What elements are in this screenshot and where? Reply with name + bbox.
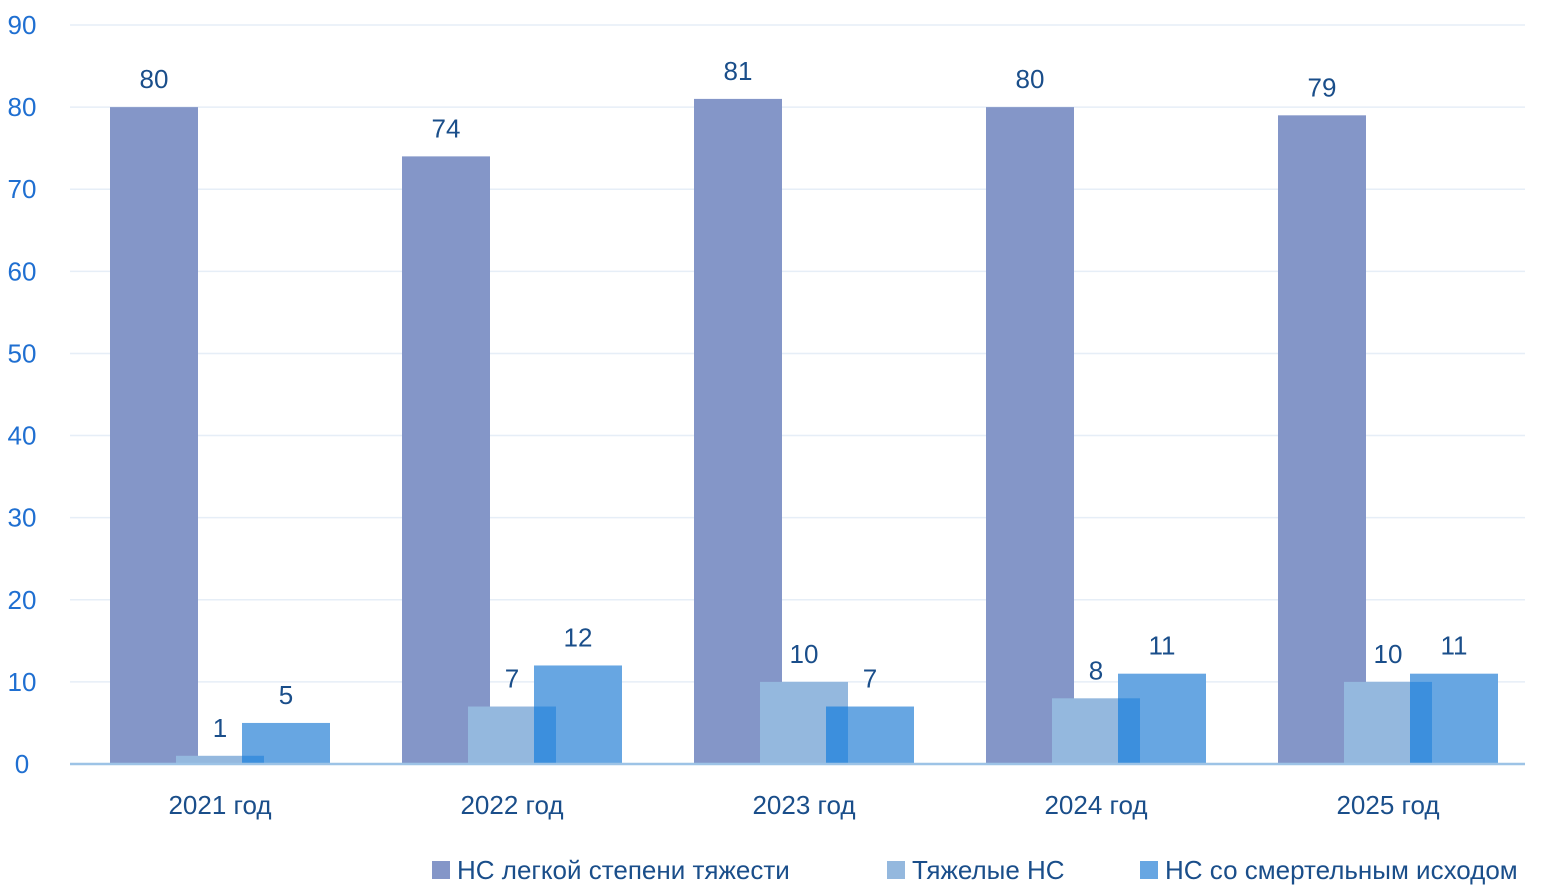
x-category-label: 2023 год xyxy=(752,790,855,820)
legend-label: Тяжелые НС xyxy=(912,855,1065,885)
data-label: 79 xyxy=(1308,72,1337,102)
x-category-label: 2022 год xyxy=(460,790,563,820)
y-tick-label: 30 xyxy=(8,503,37,533)
y-tick-label: 50 xyxy=(8,338,37,368)
x-category-label: 2024 год xyxy=(1044,790,1147,820)
data-label: 11 xyxy=(1149,631,1176,661)
bar-1 xyxy=(694,98,782,764)
legend-label: НС легкой степени тяжести xyxy=(457,855,790,885)
data-label: 7 xyxy=(863,664,877,694)
x-category-label: 2021 год xyxy=(168,790,271,820)
legend-label: НС со смертельным исходом xyxy=(1165,855,1518,885)
y-tick-label: 60 xyxy=(8,256,37,286)
bar-2 xyxy=(176,755,264,764)
bar-1 xyxy=(1278,115,1366,765)
bar-overlap xyxy=(1410,681,1432,764)
data-label: 10 xyxy=(790,639,819,669)
bar-1 xyxy=(986,107,1074,765)
y-tick-label: 20 xyxy=(8,585,37,615)
legend-swatch xyxy=(887,861,905,879)
bar-overlap xyxy=(1118,698,1140,764)
y-tick-label: 0 xyxy=(15,749,29,779)
data-label: 10 xyxy=(1374,639,1403,669)
data-label: 80 xyxy=(1016,64,1045,94)
bar-overlaps xyxy=(242,681,1432,764)
y-tick-label: 10 xyxy=(8,667,37,697)
x-category-label: 2025 год xyxy=(1336,790,1439,820)
data-label: 11 xyxy=(1441,631,1468,661)
gridlines xyxy=(70,24,1525,683)
data-label: 7 xyxy=(505,664,519,694)
bar-overlap xyxy=(242,755,264,764)
bar-1 xyxy=(110,107,198,765)
y-axis-ticks: 0 10 20 30 40 50 60 70 80 90 xyxy=(8,10,37,779)
y-tick-label: 40 xyxy=(8,421,37,451)
data-label: 81 xyxy=(724,56,753,86)
data-label: 5 xyxy=(279,680,293,710)
legend: НС легкой степени тяжести Тяжелые НС НС со… xyxy=(432,855,1518,885)
data-labels: 80 1 5 74 7 12 81 10 7 80 8 11 79 10 11 xyxy=(140,56,1468,743)
data-label: 1 xyxy=(213,713,227,743)
bar-overlap xyxy=(826,706,848,764)
legend-swatch xyxy=(1140,861,1158,879)
data-label: 12 xyxy=(564,622,593,652)
bar-1 xyxy=(402,156,490,764)
y-tick-label: 70 xyxy=(8,174,37,204)
y-tick-label: 90 xyxy=(8,10,37,40)
data-label: 80 xyxy=(140,64,169,94)
bar-overlap xyxy=(534,706,556,764)
x-axis-categories: 2021 год 2022 год 2023 год 2024 год 2025 год xyxy=(168,790,1439,820)
data-label: 8 xyxy=(1089,655,1103,685)
legend-swatch xyxy=(432,861,450,879)
y-tick-label: 80 xyxy=(8,92,37,122)
data-label: 74 xyxy=(432,113,461,143)
